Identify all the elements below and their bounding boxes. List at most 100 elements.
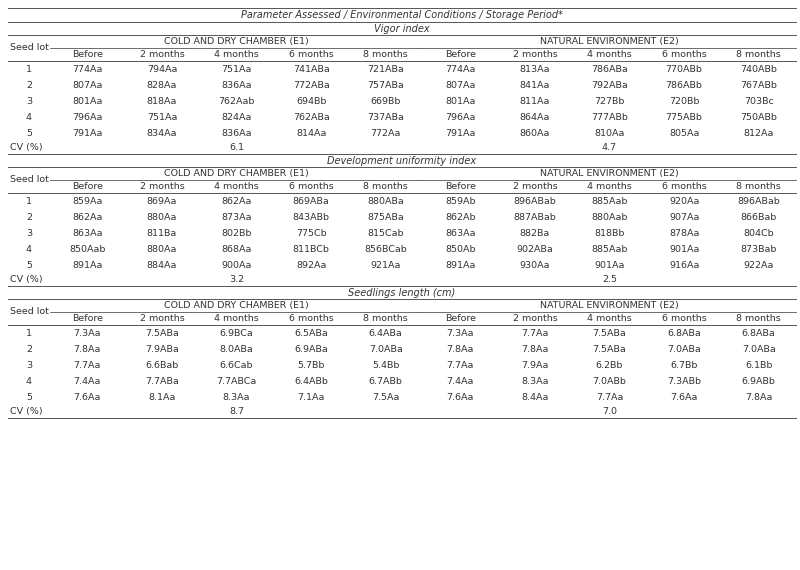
- Text: 885Aab: 885Aab: [591, 245, 628, 254]
- Text: 770ABb: 770ABb: [666, 64, 702, 74]
- Text: 885Aab: 885Aab: [591, 197, 628, 206]
- Text: 843ABb: 843ABb: [293, 213, 330, 222]
- Text: 818Aa: 818Aa: [146, 96, 177, 105]
- Text: 4 months: 4 months: [214, 50, 259, 59]
- Text: Before: Before: [72, 50, 102, 59]
- Text: 7.0ABa: 7.0ABa: [369, 344, 402, 353]
- Text: 869ABa: 869ABa: [293, 197, 330, 206]
- Text: 774Aa: 774Aa: [445, 64, 475, 74]
- Text: 804Cb: 804Cb: [743, 229, 774, 238]
- Text: Seed lot: Seed lot: [10, 43, 49, 52]
- Text: 811Aa: 811Aa: [520, 96, 550, 105]
- Text: 900Aa: 900Aa: [222, 260, 252, 270]
- Text: 6.1Bb: 6.1Bb: [745, 360, 772, 369]
- Text: NATURAL ENVIRONMENT (E2): NATURAL ENVIRONMENT (E2): [540, 169, 679, 178]
- Text: 7.7Aa: 7.7Aa: [522, 328, 549, 337]
- Text: 703Bc: 703Bc: [744, 96, 774, 105]
- Text: 802Bb: 802Bb: [222, 229, 252, 238]
- Text: 859Aa: 859Aa: [72, 197, 102, 206]
- Text: 902ABa: 902ABa: [517, 245, 554, 254]
- Text: 811BCb: 811BCb: [293, 245, 330, 254]
- Text: 1: 1: [26, 64, 32, 74]
- Text: 6.1: 6.1: [229, 143, 244, 152]
- Text: 694Bb: 694Bb: [296, 96, 326, 105]
- Text: 828Aa: 828Aa: [146, 80, 177, 89]
- Text: 812Aa: 812Aa: [743, 128, 774, 137]
- Text: 7.4Aa: 7.4Aa: [74, 377, 101, 385]
- Text: 3: 3: [26, 360, 32, 369]
- Text: 859Ab: 859Ab: [445, 197, 475, 206]
- Text: 7.0ABb: 7.0ABb: [593, 377, 626, 385]
- Text: 873Bab: 873Bab: [741, 245, 777, 254]
- Text: 4 months: 4 months: [214, 182, 259, 191]
- Text: NATURAL ENVIRONMENT (E2): NATURAL ENVIRONMENT (E2): [540, 37, 679, 46]
- Text: 2: 2: [26, 213, 32, 222]
- Text: 916Aa: 916Aa: [669, 260, 699, 270]
- Text: 1: 1: [26, 197, 32, 206]
- Text: 805Aa: 805Aa: [669, 128, 699, 137]
- Text: 772Aa: 772Aa: [370, 128, 401, 137]
- Text: Parameter Assessed / Environmental Conditions / Storage Period*: Parameter Assessed / Environmental Condi…: [241, 10, 563, 20]
- Text: 791Aa: 791Aa: [72, 128, 102, 137]
- Text: 863Aa: 863Aa: [72, 229, 102, 238]
- Text: 841Aa: 841Aa: [520, 80, 550, 89]
- Text: 786ABb: 786ABb: [666, 80, 702, 89]
- Text: 6.5ABa: 6.5ABa: [294, 328, 328, 337]
- Text: 8 months: 8 months: [363, 50, 408, 59]
- Text: Before: Before: [445, 50, 476, 59]
- Text: 8 months: 8 months: [736, 50, 781, 59]
- Text: 882Ba: 882Ba: [520, 229, 550, 238]
- Text: 8 months: 8 months: [736, 314, 781, 323]
- Text: 720Bb: 720Bb: [669, 96, 699, 105]
- Text: 6.4ABa: 6.4ABa: [369, 328, 402, 337]
- Text: 866Bab: 866Bab: [741, 213, 777, 222]
- Text: 5.4Bb: 5.4Bb: [372, 360, 399, 369]
- Text: 5.7Bb: 5.7Bb: [298, 360, 325, 369]
- Text: 6.9BCa: 6.9BCa: [220, 328, 254, 337]
- Text: Before: Before: [72, 314, 102, 323]
- Text: 836Aa: 836Aa: [222, 80, 252, 89]
- Text: 892Aa: 892Aa: [296, 260, 326, 270]
- Text: 6.6Cab: 6.6Cab: [220, 360, 254, 369]
- Text: 794Aa: 794Aa: [146, 64, 177, 74]
- Text: 869Aa: 869Aa: [146, 197, 177, 206]
- Text: 737ABa: 737ABa: [367, 112, 404, 121]
- Text: 834Aa: 834Aa: [146, 128, 177, 137]
- Text: 875ABa: 875ABa: [367, 213, 404, 222]
- Text: 868Aa: 868Aa: [222, 245, 252, 254]
- Text: 860Aa: 860Aa: [520, 128, 550, 137]
- Text: 8.3Aa: 8.3Aa: [222, 393, 250, 401]
- Text: 772ABa: 772ABa: [293, 80, 330, 89]
- Text: 6 months: 6 months: [289, 50, 334, 59]
- Text: 921Aa: 921Aa: [370, 260, 401, 270]
- Text: 7.8Aa: 7.8Aa: [745, 393, 772, 401]
- Text: 7.5ABa: 7.5ABa: [145, 328, 178, 337]
- Text: 873Aa: 873Aa: [222, 213, 252, 222]
- Text: 2 months: 2 months: [513, 314, 558, 323]
- Text: 811Ba: 811Ba: [146, 229, 177, 238]
- Text: 7.6Aa: 7.6Aa: [670, 393, 698, 401]
- Text: COLD AND DRY CHAMBER (E1): COLD AND DRY CHAMBER (E1): [164, 169, 309, 178]
- Text: 7.7Aa: 7.7Aa: [446, 360, 474, 369]
- Text: COLD AND DRY CHAMBER (E1): COLD AND DRY CHAMBER (E1): [164, 37, 309, 46]
- Text: 6 months: 6 months: [289, 182, 334, 191]
- Text: 2 months: 2 months: [513, 50, 558, 59]
- Text: 801Aa: 801Aa: [445, 96, 475, 105]
- Text: 807Aa: 807Aa: [72, 80, 102, 89]
- Text: 896ABab: 896ABab: [514, 197, 556, 206]
- Text: 777ABb: 777ABb: [591, 112, 628, 121]
- Text: Seed lot: Seed lot: [10, 307, 49, 316]
- Text: 815Cab: 815Cab: [367, 229, 404, 238]
- Text: 5: 5: [26, 260, 32, 270]
- Text: 8.7: 8.7: [229, 407, 244, 416]
- Text: 2: 2: [26, 344, 32, 353]
- Text: 920Aa: 920Aa: [669, 197, 699, 206]
- Text: 751Aa: 751Aa: [146, 112, 177, 121]
- Text: 8.1Aa: 8.1Aa: [148, 393, 175, 401]
- Text: 878Aa: 878Aa: [669, 229, 699, 238]
- Text: 786ABa: 786ABa: [591, 64, 628, 74]
- Text: 4: 4: [26, 245, 32, 254]
- Text: 891Aa: 891Aa: [72, 260, 102, 270]
- Text: 880Aab: 880Aab: [591, 213, 628, 222]
- Text: 887ABab: 887ABab: [514, 213, 556, 222]
